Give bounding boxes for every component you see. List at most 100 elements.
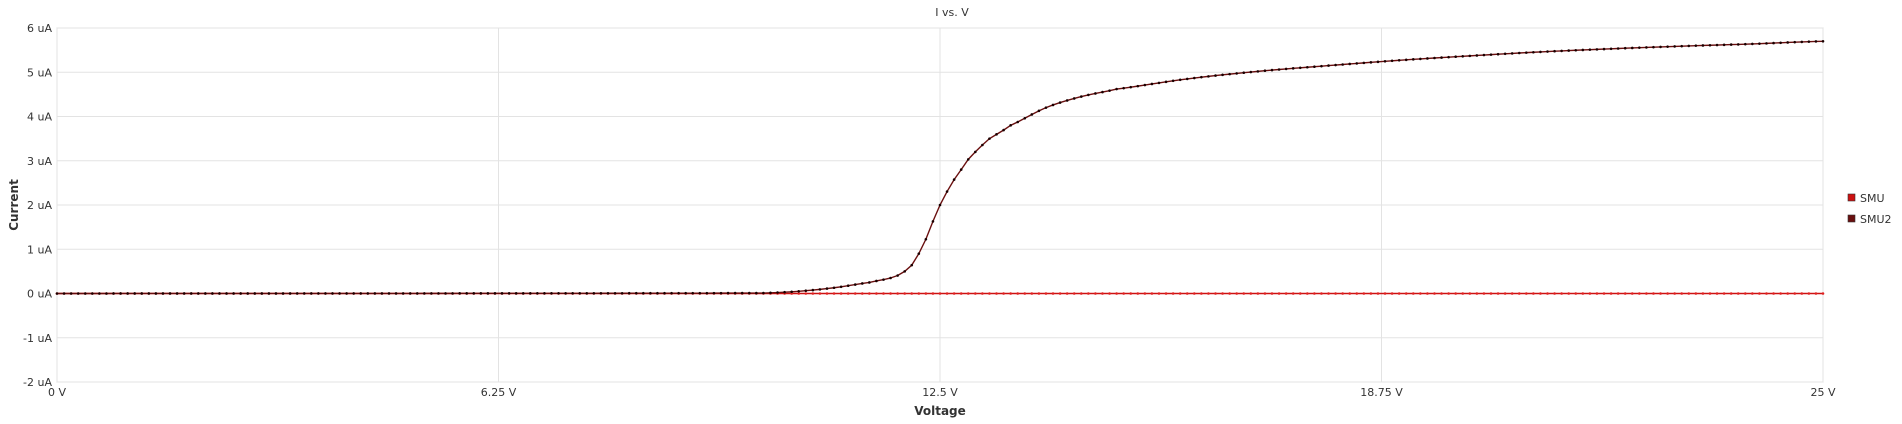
data-point	[1306, 292, 1309, 295]
data-point	[1087, 93, 1090, 97]
y-axis-title: Current	[7, 179, 21, 231]
data-point	[1397, 59, 1401, 62]
data-point	[1454, 55, 1457, 59]
data-point	[931, 220, 935, 223]
data-point	[903, 270, 906, 273]
data-point	[1150, 82, 1154, 86]
data-point	[55, 292, 59, 295]
data-point	[663, 291, 666, 295]
data-point	[1023, 292, 1027, 295]
data-point	[182, 292, 186, 295]
data-point	[408, 292, 412, 295]
data-point	[1044, 106, 1048, 109]
data-point	[1023, 116, 1027, 120]
data-point	[1666, 292, 1669, 295]
data-point	[1341, 292, 1344, 295]
data-point	[1214, 292, 1217, 295]
data-point	[1256, 292, 1260, 295]
data-point	[1652, 292, 1655, 295]
data-point	[1772, 292, 1775, 295]
data-point	[401, 292, 405, 295]
data-point	[1659, 292, 1662, 295]
data-point	[493, 292, 497, 295]
data-point	[1122, 86, 1125, 90]
data-point	[140, 292, 144, 295]
data-point	[112, 292, 115, 295]
data-point	[811, 288, 815, 292]
data-point	[458, 292, 461, 295]
data-point	[747, 291, 751, 295]
data-point	[1588, 292, 1592, 295]
data-point	[1482, 292, 1486, 295]
data-point	[310, 292, 313, 295]
data-point	[712, 291, 716, 295]
data-point	[846, 284, 850, 288]
data-point	[1779, 41, 1782, 45]
data-point	[952, 292, 956, 295]
data-point	[1334, 292, 1337, 295]
data-point	[1390, 292, 1394, 295]
data-point	[1051, 103, 1055, 107]
data-point	[1058, 101, 1062, 104]
data-point	[755, 291, 758, 295]
data-point	[1793, 40, 1797, 44]
data-point	[1807, 40, 1811, 43]
data-point	[1567, 292, 1570, 295]
data-point	[1411, 58, 1415, 61]
data-point	[1736, 292, 1740, 295]
data-point	[528, 292, 532, 295]
x-axis-title: Voltage	[914, 404, 966, 418]
data-point	[1404, 292, 1408, 295]
data-point	[1673, 45, 1676, 48]
data-point	[1539, 292, 1542, 295]
data-point	[1157, 81, 1161, 85]
data-point	[1101, 292, 1104, 295]
data-point	[642, 291, 645, 295]
data-point	[479, 292, 483, 295]
data-point	[1242, 292, 1246, 295]
data-point	[1546, 292, 1549, 295]
data-point	[1058, 292, 1062, 295]
data-point	[1419, 292, 1422, 295]
data-point	[1510, 52, 1514, 55]
data-point	[1433, 292, 1436, 295]
data-point	[1263, 69, 1267, 73]
data-point	[1200, 75, 1203, 79]
data-point	[345, 292, 348, 295]
data-point	[246, 292, 250, 295]
data-point	[352, 292, 355, 295]
data-point	[1355, 62, 1359, 65]
data-point	[825, 292, 829, 295]
data-point	[1687, 292, 1691, 295]
data-point	[1108, 292, 1111, 295]
data-point	[1291, 292, 1295, 295]
data-point	[1602, 292, 1606, 295]
data-point	[1320, 292, 1323, 295]
data-point	[839, 292, 843, 295]
data-point	[1122, 292, 1125, 295]
data-point	[465, 292, 469, 295]
data-point	[1701, 292, 1705, 295]
data-point	[1751, 42, 1754, 46]
data-point	[910, 263, 914, 267]
data-point	[1503, 52, 1507, 56]
data-point	[76, 292, 80, 295]
data-point	[1595, 48, 1599, 51]
data-point	[896, 274, 899, 277]
legend-label: SMU	[1860, 192, 1885, 205]
data-point	[959, 292, 963, 295]
data-point	[1185, 292, 1189, 295]
data-point	[253, 292, 257, 295]
data-point	[931, 292, 935, 295]
series-smu2	[55, 39, 1825, 295]
data-point	[599, 291, 603, 295]
data-point	[832, 286, 836, 290]
data-point	[981, 143, 984, 147]
data-point	[1433, 56, 1436, 60]
data-point	[1030, 113, 1034, 116]
data-point	[1178, 292, 1182, 295]
data-point	[656, 291, 659, 295]
data-point	[1708, 292, 1712, 295]
data-point	[804, 292, 808, 295]
data-point	[1143, 83, 1147, 87]
